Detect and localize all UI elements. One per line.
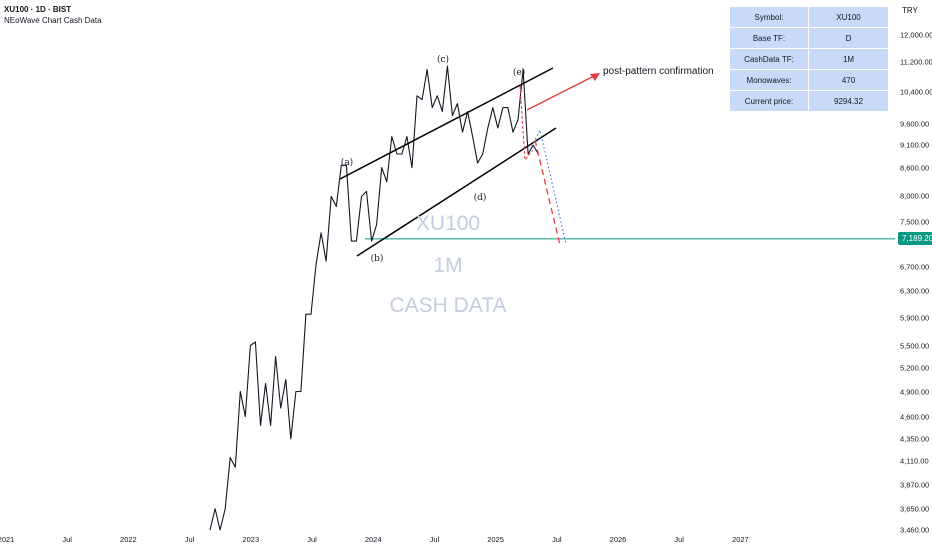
currency-label: TRY (902, 6, 918, 15)
y-tick-label: 5,900.00 (900, 313, 930, 323)
x-tick-label: 2022 (120, 535, 137, 544)
info-value: 1M (808, 48, 889, 70)
y-tick-label: 8,600.00 (900, 163, 930, 173)
watermark-symbol: XU100 (415, 212, 481, 235)
info-row-cashdata-tf: CashData TF: 1M (729, 48, 889, 70)
info-value: 470 (808, 69, 889, 91)
wave-e-drop-projection (519, 85, 534, 162)
y-tick-label: 6,700.00 (900, 262, 930, 272)
x-tick-label: 2021 (0, 535, 15, 544)
y-tick-label: 3,460.00 (900, 525, 930, 535)
y-tick-label: 3,870.00 (900, 480, 930, 490)
post-pattern-annotation: post-pattern confirmation (603, 66, 714, 77)
x-tick-label: Jul (62, 535, 72, 544)
y-tick-label: 7,500.00 (900, 217, 930, 227)
info-value: XU100 (808, 6, 889, 28)
info-label: Monowaves: (729, 69, 809, 91)
info-value: D (808, 27, 889, 49)
support-price-tag: 7,189.20 (898, 231, 932, 245)
y-tick-label: 11,200.00 (900, 57, 932, 67)
info-row-monowaves: Monowaves: 470 (729, 69, 889, 91)
price-series-line (209, 65, 539, 531)
lower-channel-line (356, 127, 557, 257)
confirmation-arrowhead (590, 73, 600, 81)
wave-label-a: (a) (340, 158, 354, 168)
confirmation-arrow-line (526, 74, 597, 111)
red-decline-projection (534, 139, 561, 246)
y-tick-label: 8,000.00 (900, 191, 930, 201)
y-tick-label: 5,200.00 (900, 363, 930, 373)
x-tick-label: Jul (429, 535, 440, 544)
upper-channel-line (339, 67, 554, 180)
info-value: 9294.32 (808, 90, 889, 112)
x-tick-label: 2025 (487, 535, 504, 544)
wave-label-b: (b) (370, 254, 384, 264)
info-label: Symbol: (729, 6, 809, 28)
x-tick-label: 2023 (242, 535, 260, 544)
x-tick-label: Jul (184, 535, 195, 544)
info-table: Symbol: XU100 Base TF: D CashData TF: 1M… (729, 6, 889, 112)
chart-subtitle: NEoWave Chart Cash Data (4, 16, 102, 25)
y-tick-label: 3,650.00 (900, 504, 930, 514)
x-tick-label: Jul (552, 535, 562, 544)
info-label: Current price: (729, 90, 809, 112)
wave-label-c: (c) (436, 55, 450, 65)
y-tick-label: 4,350.00 (900, 434, 930, 444)
chart-title: XU100 · 1D · BIST (4, 5, 72, 14)
watermark-cash-data: CASH DATA (389, 294, 507, 317)
x-tick-label: 2024 (364, 535, 382, 544)
info-label: CashData TF: (729, 48, 809, 70)
blue-decline-projection (529, 128, 567, 245)
wave-label-d: (d) (473, 193, 487, 203)
x-tick-label: Jul (307, 535, 317, 544)
y-tick-label: 4,900.00 (900, 387, 930, 396)
info-label: Base TF: (729, 27, 809, 49)
wave-label-e: (e) (512, 68, 526, 78)
y-tick-label: 9,600.00 (900, 119, 930, 129)
x-tick-label: Jul (674, 535, 684, 544)
info-row-base-tf: Base TF: D (729, 27, 889, 49)
y-tick-label: 4,600.00 (900, 412, 930, 422)
y-tick-label: 4,110.00 (900, 456, 929, 466)
y-tick-label: 10,400.00 (900, 87, 932, 97)
info-row-current-price: Current price: 9294.32 (729, 90, 889, 112)
x-tick-label: 2027 (732, 535, 749, 544)
y-tick-label: 5,500.00 (900, 341, 930, 351)
y-tick-label: 6,300.00 (900, 286, 930, 296)
y-tick-label: 9,100.00 (900, 140, 930, 150)
x-tick-label: 2026 (609, 535, 627, 544)
info-row-symbol: Symbol: XU100 (729, 6, 889, 28)
watermark-timeframe: 1M (433, 254, 463, 277)
y-tick-label: 12,000.00 (900, 30, 932, 40)
